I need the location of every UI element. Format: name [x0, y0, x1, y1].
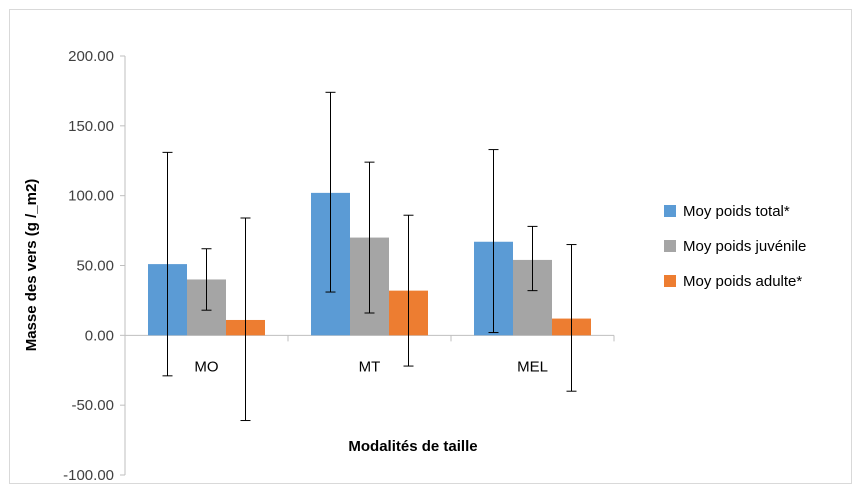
y-tick-label: 0.00: [85, 327, 114, 344]
legend-swatch: [664, 275, 676, 287]
chart-area: [9, 9, 852, 484]
y-tick-label: 150.00: [68, 118, 114, 135]
x-axis-title: Modalités de taille: [348, 438, 477, 455]
y-tick-label: -50.00: [71, 397, 114, 414]
y-tick-label: -100.00: [63, 467, 114, 484]
y-tick-label: 200.00: [68, 48, 114, 65]
y-axis-title: Masse des vers (g /_m2): [23, 179, 40, 352]
legend-label: Moy poids juvénile: [683, 238, 806, 255]
legend-label: Moy poids adulte*: [683, 273, 802, 290]
legend-swatch: [664, 205, 676, 217]
y-tick-label: 50.00: [76, 258, 114, 275]
legend-swatch: [664, 240, 676, 252]
y-tick-label: 100.00: [68, 188, 114, 205]
x-category-label: MT: [359, 358, 381, 375]
x-category-label: MO: [194, 358, 218, 375]
legend-label: Moy poids total*: [683, 203, 790, 220]
x-category-label: MEL: [517, 358, 548, 375]
